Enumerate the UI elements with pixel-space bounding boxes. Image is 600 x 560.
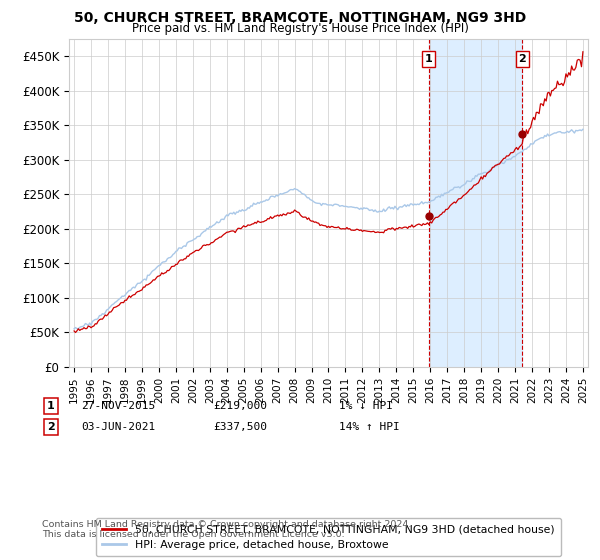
- Text: £337,500: £337,500: [213, 422, 267, 432]
- Text: 03-JUN-2021: 03-JUN-2021: [81, 422, 155, 432]
- Text: £219,000: £219,000: [213, 401, 267, 411]
- Text: 1: 1: [425, 54, 433, 64]
- Text: 27-NOV-2015: 27-NOV-2015: [81, 401, 155, 411]
- Text: 1: 1: [47, 401, 55, 411]
- Bar: [428, 39, 522, 367]
- Text: 14% ↑ HPI: 14% ↑ HPI: [339, 422, 400, 432]
- Legend: 50, CHURCH STREET, BRAMCOTE, NOTTINGHAM, NG9 3HD (detached house), HPI: Average : 50, CHURCH STREET, BRAMCOTE, NOTTINGHAM,…: [96, 518, 561, 556]
- Text: Contains HM Land Registry data © Crown copyright and database right 2024.
This d: Contains HM Land Registry data © Crown c…: [42, 520, 412, 539]
- Text: 50, CHURCH STREET, BRAMCOTE, NOTTINGHAM, NG9 3HD: 50, CHURCH STREET, BRAMCOTE, NOTTINGHAM,…: [74, 11, 526, 25]
- Text: 2: 2: [518, 54, 526, 64]
- Text: 1% ↓ HPI: 1% ↓ HPI: [339, 401, 393, 411]
- Text: 2: 2: [47, 422, 55, 432]
- Text: Price paid vs. HM Land Registry's House Price Index (HPI): Price paid vs. HM Land Registry's House …: [131, 22, 469, 35]
